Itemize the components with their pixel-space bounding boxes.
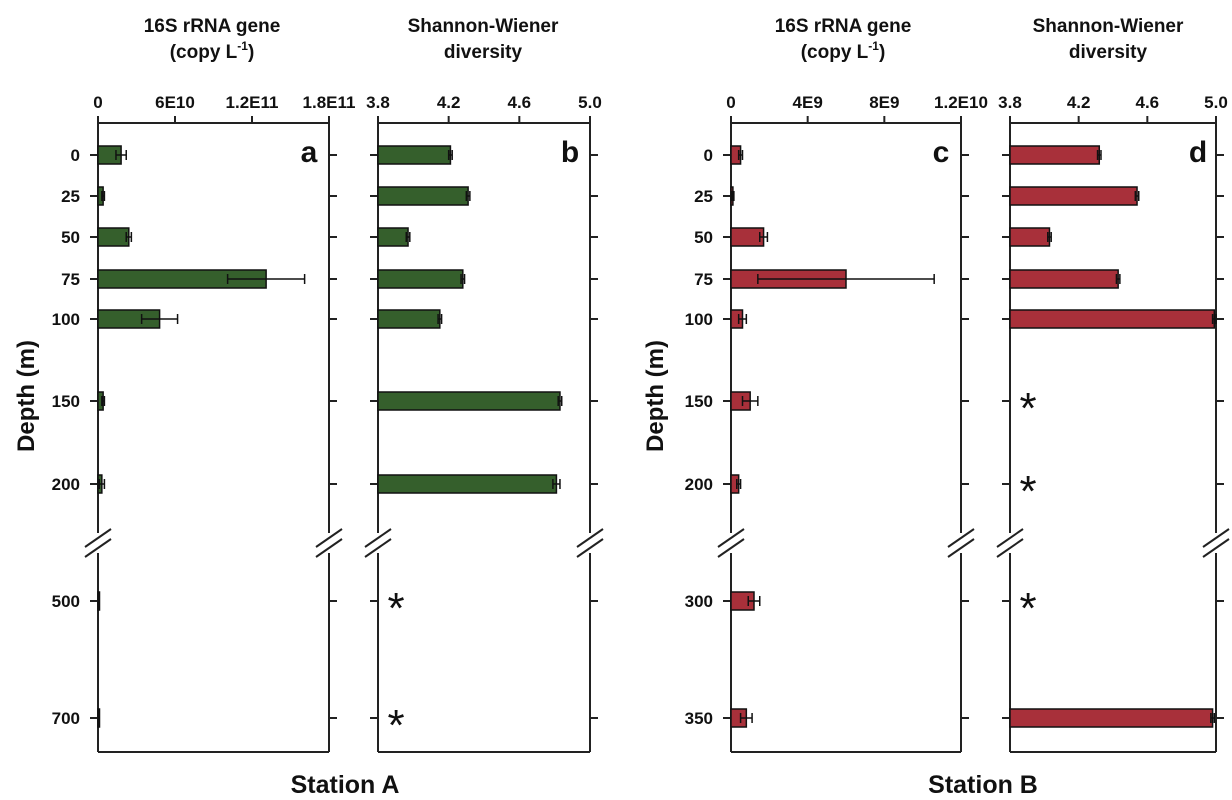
panel-c-axis-break-mark xyxy=(717,538,745,558)
panel-d-x-tick-label: 5.0 xyxy=(1204,93,1228,112)
panel-a-axis-break-mark xyxy=(315,528,343,548)
panel-b-bar xyxy=(377,309,441,329)
panel-c-x-tick-label: 1.2E10 xyxy=(934,93,988,112)
panel-b-bar xyxy=(377,145,452,165)
panel-d-bar xyxy=(1009,145,1101,165)
panel-d-missing-marker: * xyxy=(1019,584,1036,633)
panel-c-depth-tick-label: 150 xyxy=(685,392,713,411)
panel-d-bar xyxy=(1009,186,1138,206)
panel-b-bar xyxy=(377,391,561,411)
panel-d-missing-marker: * xyxy=(1019,467,1036,516)
panel-d-axis-break-mark xyxy=(1202,538,1230,558)
panel-b-bar xyxy=(377,186,469,206)
panel-d-bar xyxy=(1009,309,1216,329)
panel-c-depth-tick-label: 350 xyxy=(685,709,713,728)
panel-c-x-tick-label: 4E9 xyxy=(793,93,823,112)
panel-a-x-tick-label: 6E10 xyxy=(155,93,195,112)
panel-b-bar xyxy=(377,474,558,494)
panel-b-title-line1: Shannon-Wiener xyxy=(408,16,559,37)
panel-c-depth-tick-label: 25 xyxy=(694,187,713,206)
panel-b-x-tick-label: 3.8 xyxy=(366,93,390,112)
panel-d-title-line2: diversity xyxy=(1069,42,1148,63)
panel-b-axis-break-mark xyxy=(364,528,392,548)
panel-c-axis-break-mark xyxy=(717,528,745,548)
panel-d-bar xyxy=(1009,708,1214,728)
panel-b-missing-marker: * xyxy=(387,701,404,750)
panel-a-bar xyxy=(97,591,101,611)
panel-c-bar xyxy=(730,227,765,247)
panel-d-letter: d xyxy=(1189,136,1207,169)
panel-c-depth-tick-label: 50 xyxy=(694,228,713,247)
panel-b-x-tick-label: 4.2 xyxy=(437,93,461,112)
panel-a-depth-tick-label: 150 xyxy=(52,392,80,411)
panel-c-depth-tick-label: 75 xyxy=(694,270,713,289)
panel-a-axis-break-mark xyxy=(84,528,112,548)
panel-a-depth-tick-label: 700 xyxy=(52,709,80,728)
panel-c-x-tick-label: 8E9 xyxy=(869,93,899,112)
panel-c-16s-station-b: 16S rRNA gene (copy L-1) 0 4E9 8E9 1.2E10 0 2… xyxy=(685,16,988,753)
panel-c-title-line2: (copy L-1) xyxy=(801,39,886,63)
panel-b-letter: b xyxy=(561,136,579,169)
panel-c-depth-tick-label: 100 xyxy=(685,310,713,329)
panel-c-title-line1: 16S rRNA gene xyxy=(775,16,912,37)
panel-a-depth-tick-label: 200 xyxy=(52,475,80,494)
panel-a-depth-tick-label: 50 xyxy=(61,228,80,247)
panel-a-x-tick-label: 1.8E11 xyxy=(303,93,356,112)
panel-c-letter: c xyxy=(933,136,950,169)
panel-b-bar xyxy=(377,227,409,247)
panel-a-letter: a xyxy=(301,136,318,169)
panel-c-axis-break-mark xyxy=(947,528,975,548)
panel-d-x-tick-label: 3.8 xyxy=(998,93,1022,112)
panel-b-title-line2: diversity xyxy=(444,42,523,63)
panel-a-axis-break-mark xyxy=(84,538,112,558)
panel-d-axis-break-mark xyxy=(1202,528,1230,548)
panel-d-diversity-station-b: Shannon-Wiener diversity 3.8 4.2 4.6 5.0 * * *… xyxy=(996,16,1230,753)
panel-a-bar xyxy=(97,227,130,247)
panel-a-title-line2: (copy L-1) xyxy=(170,39,255,63)
panel-d-missing-marker: * xyxy=(1019,384,1036,433)
panel-a-depth-tick-label: 25 xyxy=(61,187,80,206)
panel-d-bar xyxy=(1009,227,1051,247)
panel-a-bar xyxy=(97,708,101,728)
panel-c-depth-tick-label: 0 xyxy=(704,146,713,165)
panel-d-axis-break-mark xyxy=(996,538,1024,558)
panel-a-16s-station-a: 16S rRNA gene (copy L-1) 0 6E10 1.2E11 1.8E… xyxy=(52,16,356,753)
panel-a-depth-tick-label: 0 xyxy=(71,146,80,165)
panel-c-depth-tick-label: 200 xyxy=(685,475,713,494)
panel-c-x-tick-label: 0 xyxy=(726,93,735,112)
panel-d-bar xyxy=(1009,269,1119,289)
panel-d-title-line1: Shannon-Wiener xyxy=(1033,16,1184,37)
panel-a-depth-tick-label: 75 xyxy=(61,270,80,289)
station-a-label: Station A xyxy=(291,771,400,799)
panel-d-x-tick-label: 4.6 xyxy=(1136,93,1160,112)
panel-b-axis-break-mark xyxy=(364,538,392,558)
panel-a-title-line1: 16S rRNA gene xyxy=(144,16,281,37)
panel-a-depth-tick-label: 500 xyxy=(52,592,80,611)
station-b-label: Station B xyxy=(928,771,1038,799)
panel-d-axis-break-mark xyxy=(996,528,1024,548)
panel-b-axis-break-mark xyxy=(576,538,604,558)
panel-b-diversity-station-a: Shannon-Wiener diversity 3.8 4.2 4.6 5.0 * * b xyxy=(364,16,604,753)
depth-axis-label-station-a: Depth (m) xyxy=(13,340,40,452)
panel-b-bar xyxy=(377,269,464,289)
depth-axis-label-station-b: Depth (m) xyxy=(642,340,669,452)
panel-a-axis-break-mark xyxy=(315,538,343,558)
panel-c-axis-break-mark xyxy=(947,538,975,558)
panel-b-x-tick-label: 5.0 xyxy=(578,93,602,112)
panel-d-x-tick-label: 4.2 xyxy=(1067,93,1091,112)
panel-b-x-tick-label: 4.6 xyxy=(508,93,532,112)
panel-a-x-tick-label: 1.2E11 xyxy=(226,93,279,112)
panel-b-axis-break-mark xyxy=(576,528,604,548)
panel-b-missing-marker: * xyxy=(387,584,404,633)
panel-a-x-tick-label: 0 xyxy=(93,93,102,112)
panel-c-depth-tick-label: 300 xyxy=(685,592,713,611)
panel-a-depth-tick-label: 100 xyxy=(52,310,80,329)
